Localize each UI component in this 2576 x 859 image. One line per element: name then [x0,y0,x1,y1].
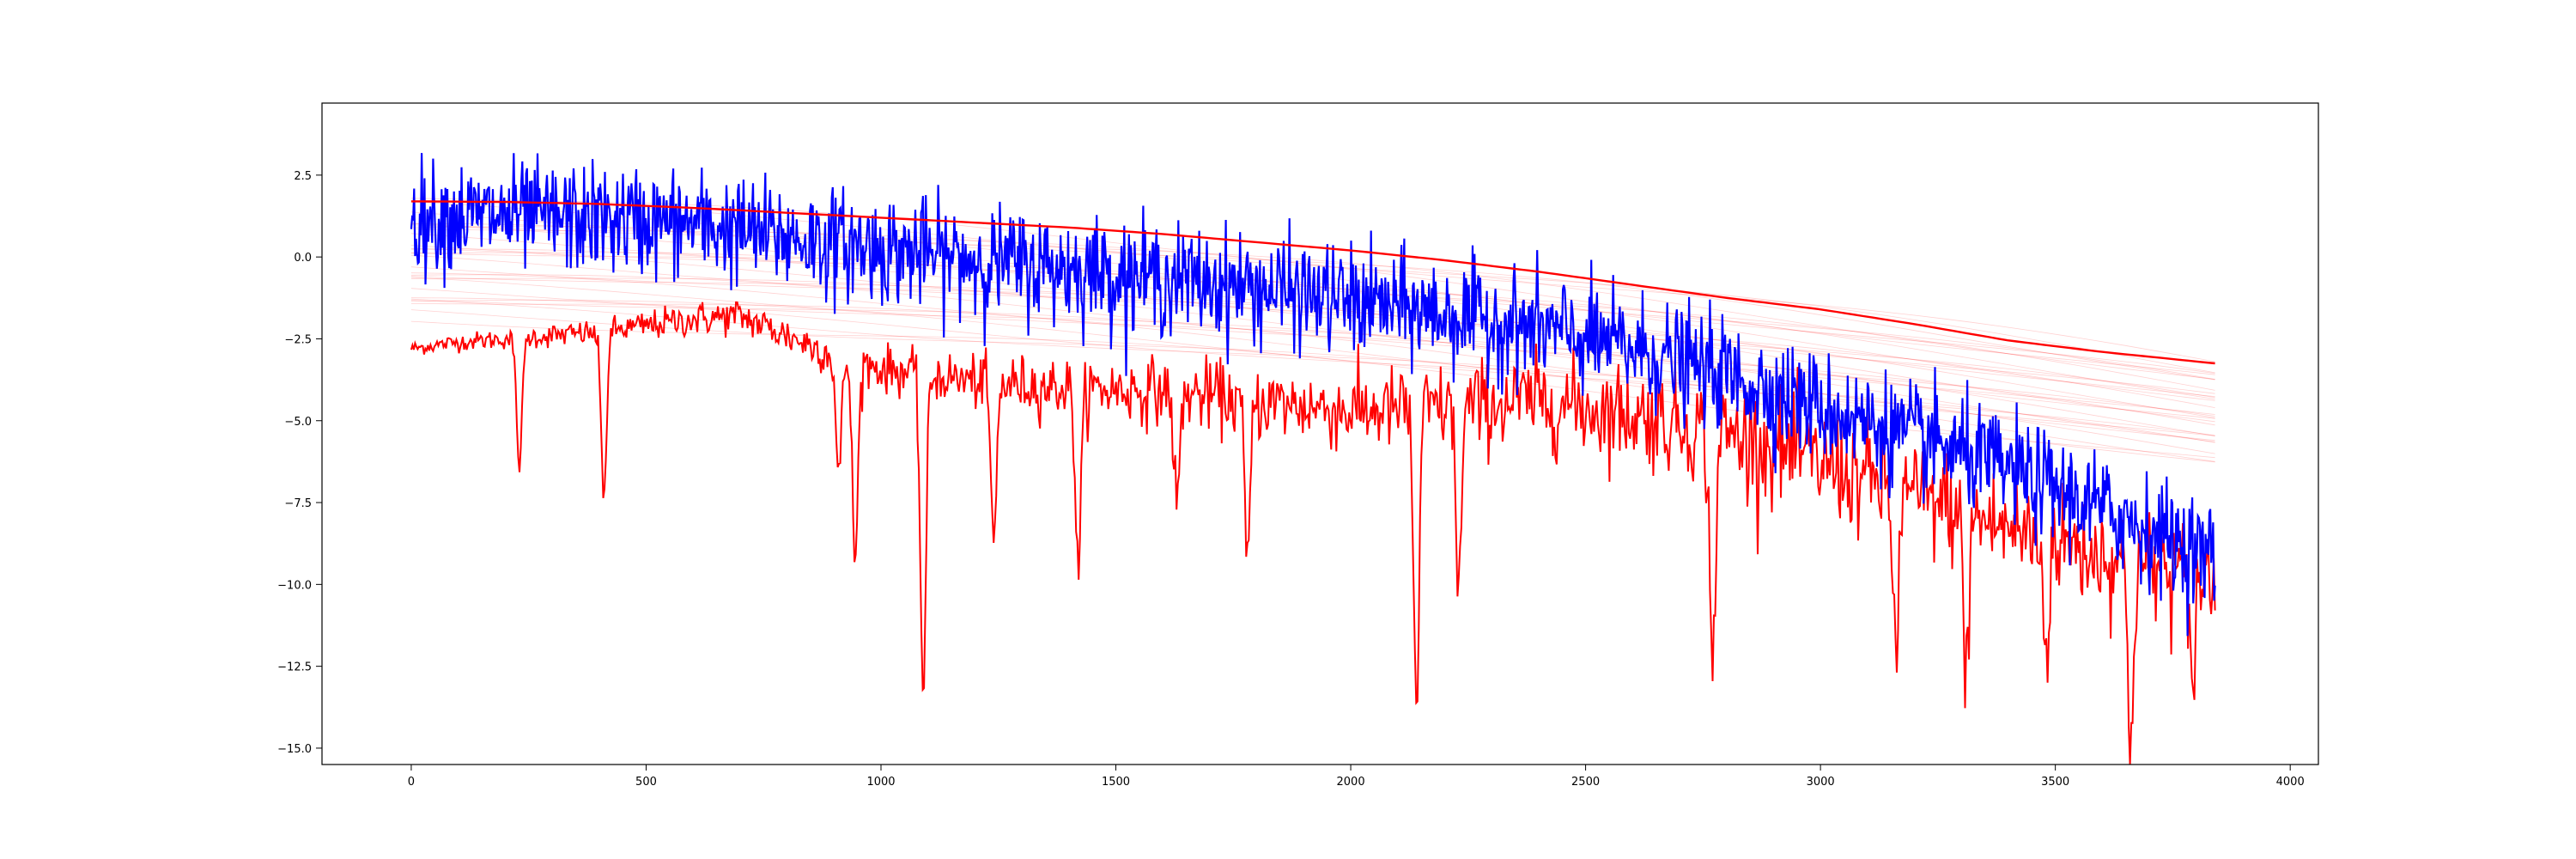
faint-series-line [410,274,2215,426]
faint-series-line [410,309,2215,463]
faint-series-line [410,300,2215,443]
faint-series-line [410,277,2215,442]
faint-series-line [410,277,2215,417]
y-tick-label: −15.0 [277,743,312,756]
faint-series-line [410,248,2215,408]
faint-series-line [410,272,2215,436]
plot-frame [321,102,2319,765]
series-line-red-lower [410,301,2216,765]
series-line-red-upper [410,200,2215,365]
faint-series-line [410,288,2215,442]
y-tick-label: 2.5 [294,170,312,183]
y-tick-label: −7.5 [284,497,312,510]
faint-series-line [410,320,2215,459]
y-tick-label: 0.0 [294,252,312,265]
faint-series-line [410,303,2215,436]
x-tick-label: 3500 [2041,776,2069,789]
x-tick-label: 2500 [1571,776,1600,789]
x-tick-label: 3000 [1807,776,1835,789]
y-tick-label: −12.5 [277,661,312,674]
y-axis: −15.0 −12.5 −10.0 −7.5 −5.0 −2.5 0.0 2.5 [277,170,322,756]
faint-series-line [410,247,2215,418]
x-tick-label: 2000 [1337,776,1365,789]
faint-series-line [410,276,2215,415]
series-line-blue [410,153,2216,637]
faint-series-line [410,198,2215,374]
x-tick-label: 1000 [866,776,895,789]
faint-series-line [410,200,2215,362]
faint-series-line [410,297,2215,454]
x-tick-label: 1500 [1102,776,1130,789]
x-tick-label: 500 [635,776,657,789]
x-tick-label: 4000 [2276,776,2305,789]
y-tick-label: −10.0 [277,579,312,592]
x-tick-label: 0 [408,776,415,789]
y-tick-label: −5.0 [284,416,312,429]
faint-series-line [410,298,2215,436]
series-group [410,153,2216,765]
y-tick-label: −2.5 [284,333,312,346]
x-axis: 0 500 1000 1500 2000 2500 3000 3500 4000 [408,765,2305,789]
